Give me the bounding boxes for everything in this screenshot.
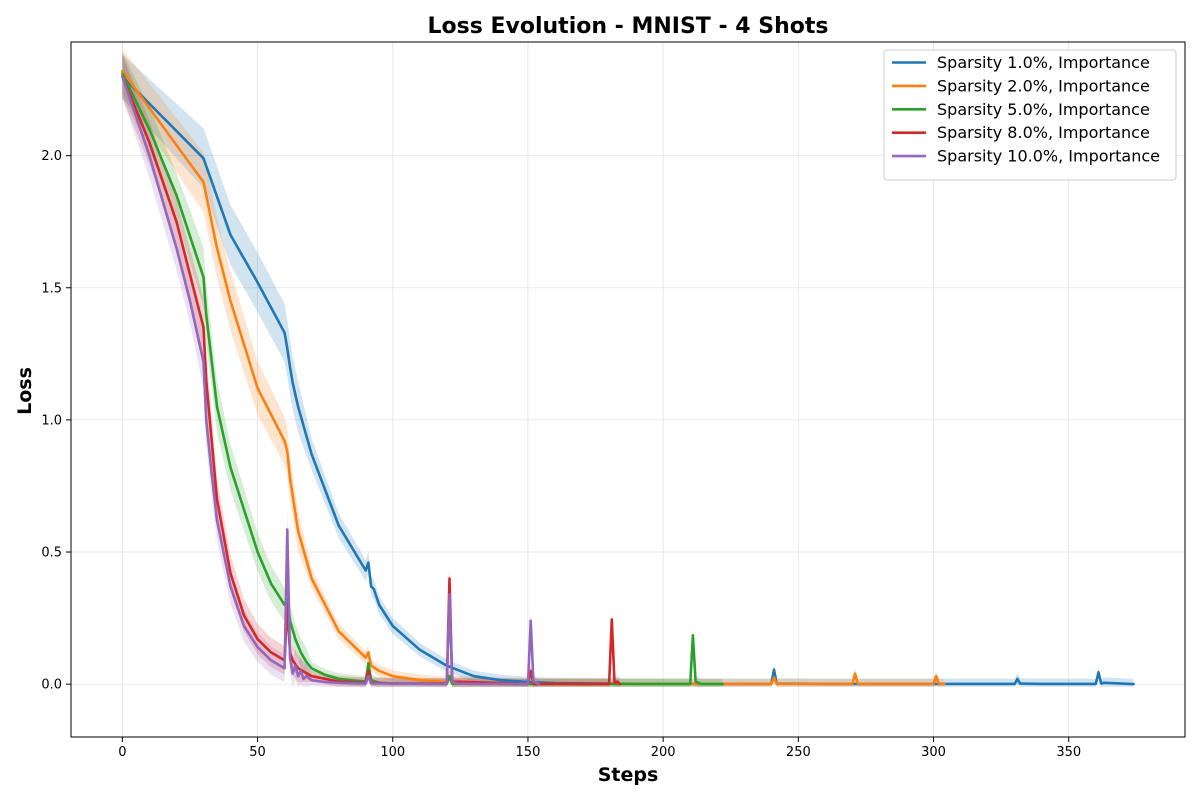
legend-entry-3: Sparsity 5.0%, Importance <box>937 100 1150 119</box>
legend-entry-1: Sparsity 1.0%, Importance <box>937 53 1150 72</box>
y-tick-label: 1.0 <box>41 413 62 428</box>
series-lines <box>121 69 1135 686</box>
axis-ticks: 0 50 100 150 200 250 300 350 0.0 0.5 1.0 1.5 2.0 <box>41 149 1081 760</box>
x-tick-label: 350 <box>1056 745 1081 760</box>
series-line-1 <box>121 75 1135 686</box>
legend-entry-5: Sparsity 10.0%, Importance <box>937 147 1160 166</box>
y-axis-label: Loss <box>14 367 36 415</box>
x-axis-label: Steps <box>598 764 659 786</box>
legend: Sparsity 1.0%, Importance Sparsity 2.0%, … <box>883 49 1177 181</box>
plot-frame <box>70 41 1186 738</box>
series-line-5 <box>121 75 541 686</box>
x-tick-label: 100 <box>380 745 405 760</box>
chart-title: Loss Evolution - MNIST - 4 Shots <box>428 14 829 39</box>
x-tick-label: 0 <box>118 745 126 760</box>
x-tick-label: 250 <box>786 745 811 760</box>
legend-entry-4: Sparsity 8.0%, Importance <box>937 123 1150 142</box>
series-line-2 <box>121 69 946 686</box>
x-tick-label: 200 <box>651 745 676 760</box>
x-tick-label: 50 <box>249 745 266 760</box>
legend-box <box>883 49 1177 181</box>
y-tick-label: 1.5 <box>41 281 62 296</box>
y-tick-label: 0.0 <box>41 678 62 693</box>
x-tick-label: 150 <box>516 745 541 760</box>
y-tick-label: 2.0 <box>41 149 62 164</box>
x-tick-label: 300 <box>921 745 946 760</box>
legend-entry-2: Sparsity 2.0%, Importance <box>937 76 1150 95</box>
series-line-3 <box>121 72 724 686</box>
y-tick-label: 0.5 <box>41 546 62 561</box>
